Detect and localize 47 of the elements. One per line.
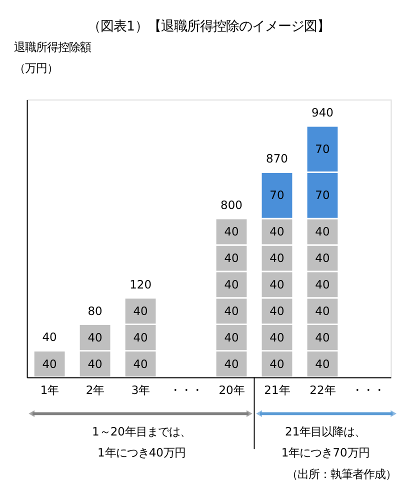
data-label: 40 bbox=[224, 330, 239, 344]
text: （出所：執筆者作成） bbox=[286, 466, 396, 481]
annotation: 120 bbox=[130, 277, 152, 292]
x-tick-label: ・・・ bbox=[351, 383, 384, 397]
data-label: 70 bbox=[270, 188, 284, 202]
data-label: 40 bbox=[315, 330, 330, 344]
data-label: 40 bbox=[224, 278, 239, 292]
data-label: 40 bbox=[224, 224, 239, 239]
annotation: 940 bbox=[312, 105, 334, 120]
text: 1～20年目までは、1年につき40万円 bbox=[92, 424, 191, 460]
annotation: 870 bbox=[266, 152, 288, 166]
text: 21年目以降は、1年につき70万円 bbox=[281, 424, 370, 460]
data-label: 40 bbox=[270, 330, 284, 344]
data-label: 40 bbox=[224, 356, 239, 371]
x-tick-label: 21年 bbox=[264, 383, 290, 397]
data-label: 40 bbox=[315, 356, 330, 371]
data-label: 40 bbox=[315, 224, 330, 239]
x-tick-label: 3年 bbox=[131, 383, 150, 397]
y-axis-title: 退職所得控除額（万円） bbox=[14, 40, 91, 76]
data-label: 40 bbox=[42, 356, 57, 371]
data-label: 40 bbox=[133, 356, 148, 371]
data-label: 40 bbox=[88, 356, 102, 371]
x-tick-label: 2年 bbox=[86, 383, 104, 397]
data-label: 40 bbox=[270, 304, 284, 318]
data-label: 70 bbox=[315, 188, 330, 202]
annotation: 80 bbox=[88, 304, 102, 318]
data-label: 40 bbox=[270, 224, 284, 239]
data-label: 40 bbox=[224, 251, 239, 266]
data-label: 40 bbox=[270, 251, 284, 266]
data-label: 40 bbox=[224, 304, 239, 318]
chart-title: （図表1）【退職所得控除のイメージ図】 bbox=[88, 20, 330, 35]
data-label: 40 bbox=[315, 278, 330, 292]
x-tick-label: 22年 bbox=[310, 383, 336, 397]
bar bbox=[32, 350, 66, 378]
data-label: 40 bbox=[315, 251, 330, 266]
data-label: 40 bbox=[133, 330, 148, 344]
x-tick-label: 1年 bbox=[40, 383, 59, 397]
annotation: 40 bbox=[42, 330, 57, 344]
data-label: 40 bbox=[270, 356, 284, 371]
data-label: 40 bbox=[88, 330, 102, 344]
data-label: 40 bbox=[133, 304, 148, 318]
data-label: 40 bbox=[270, 278, 284, 292]
x-tick-label: 20年 bbox=[218, 383, 244, 397]
data-label: 70 bbox=[315, 142, 330, 156]
data-label: 40 bbox=[315, 304, 330, 318]
annotation: 800 bbox=[220, 198, 242, 212]
x-tick-label: ・・・ bbox=[170, 383, 203, 397]
